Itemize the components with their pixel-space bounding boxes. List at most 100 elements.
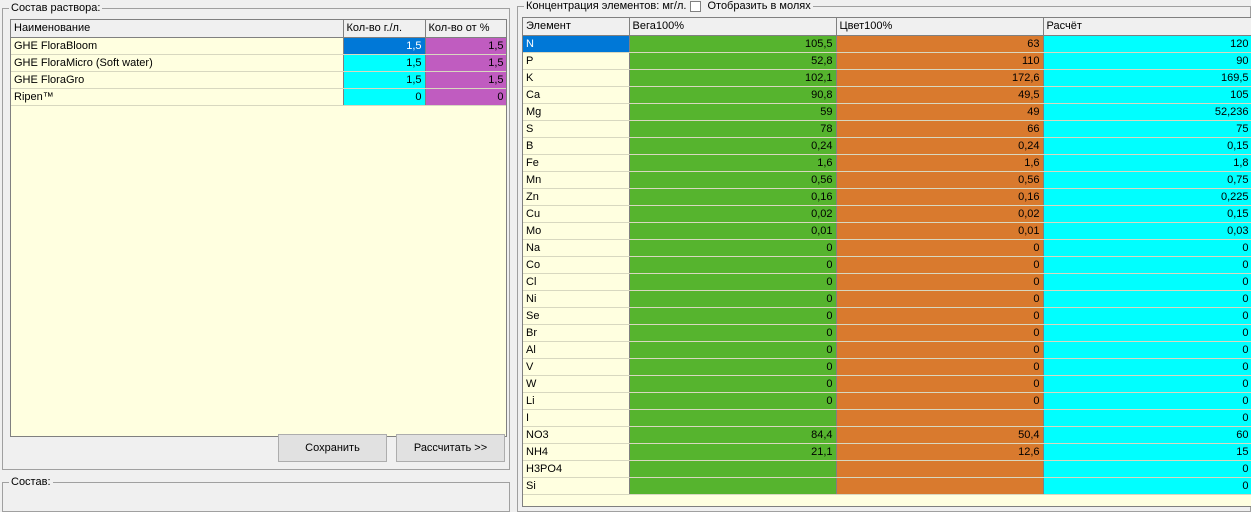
- element-cell[interactable]: NO3: [523, 426, 630, 444]
- element-cell[interactable]: Mo: [523, 222, 630, 240]
- table-row[interactable]: GHE FloraMicro (Soft water) 1,5 1,5: [11, 54, 506, 72]
- table-row[interactable]: B 0,24 0,24 0,15: [523, 137, 1251, 155]
- product-name-cell[interactable]: GHE FloraGro: [11, 71, 344, 89]
- calc-cell: 0: [1043, 358, 1251, 376]
- tsvet-cell: 49,5: [836, 86, 1044, 104]
- product-name-cell[interactable]: GHE FloraMicro (Soft water): [11, 54, 344, 72]
- table-row[interactable]: GHE FloraGro 1,5 1,5: [11, 71, 506, 89]
- tsvet-cell: [836, 477, 1044, 495]
- table-row[interactable]: P 52,8 110 90: [523, 52, 1251, 70]
- table-row[interactable]: Cu 0,02 0,02 0,15: [523, 205, 1251, 223]
- element-cell[interactable]: K: [523, 69, 630, 87]
- vega-cell: 0: [629, 256, 837, 274]
- pct-cell[interactable]: 1,5: [425, 37, 506, 55]
- table-row[interactable]: NH4 21,1 12,6 15: [523, 443, 1251, 461]
- element-cell[interactable]: Mg: [523, 103, 630, 121]
- element-cell[interactable]: Br: [523, 324, 630, 342]
- element-cell[interactable]: P: [523, 52, 630, 70]
- calc-cell: 0: [1043, 341, 1251, 359]
- calc-cell: 0,03: [1043, 222, 1251, 240]
- pct-cell[interactable]: 1,5: [425, 71, 506, 89]
- calc-cell: 0: [1043, 290, 1251, 308]
- element-cell[interactable]: Li: [523, 392, 630, 410]
- table-row[interactable]: Br 0 0 0: [523, 324, 1251, 342]
- element-cell[interactable]: Se: [523, 307, 630, 325]
- table-row[interactable]: Ca 90,8 49,5 105: [523, 86, 1251, 104]
- table-row[interactable]: N 105,5 63 120: [523, 35, 1251, 53]
- qty-cell[interactable]: 1,5: [343, 37, 426, 55]
- table-row[interactable]: Co 0 0 0: [523, 256, 1251, 274]
- calculate-button[interactable]: Рассчитать >>: [396, 434, 505, 462]
- element-cell[interactable]: Cu: [523, 205, 630, 223]
- tsvet-cell: 12,6: [836, 443, 1044, 461]
- qty-cell[interactable]: 1,5: [343, 54, 426, 72]
- element-cell[interactable]: B: [523, 137, 630, 155]
- element-cell[interactable]: I: [523, 409, 630, 427]
- element-cell[interactable]: Si: [523, 477, 630, 495]
- pct-cell[interactable]: 1,5: [425, 54, 506, 72]
- table-row[interactable]: GHE FloraBloom 1,5 1,5: [11, 37, 506, 55]
- moles-checkbox-label[interactable]: Отобразить в молях: [707, 0, 811, 12]
- table-row[interactable]: Na 0 0 0: [523, 239, 1251, 257]
- table-row[interactable]: Mg 59 49 52,236: [523, 103, 1251, 121]
- element-cell[interactable]: W: [523, 375, 630, 393]
- tsvet-cell: 0: [836, 256, 1044, 274]
- tsvet-cell: 0,24: [836, 137, 1044, 155]
- element-cell[interactable]: Co: [523, 256, 630, 274]
- column-header-vega[interactable]: Вега100%: [629, 18, 837, 36]
- element-cell[interactable]: V: [523, 358, 630, 376]
- table-row[interactable]: S 78 66 75: [523, 120, 1251, 138]
- moles-checkbox[interactable]: [690, 0, 702, 12]
- calc-cell: 0: [1043, 273, 1251, 291]
- qty-cell[interactable]: 1,5: [343, 71, 426, 89]
- table-row[interactable]: Mo 0,01 0,01 0,03: [523, 222, 1251, 240]
- table-row[interactable]: K 102,1 172,6 169,5: [523, 69, 1251, 87]
- element-cell[interactable]: NH4: [523, 443, 630, 461]
- table-row[interactable]: NO3 84,4 50,4 60: [523, 426, 1251, 444]
- qty-cell[interactable]: 0: [343, 88, 426, 106]
- table-row[interactable]: Si 0: [523, 477, 1251, 495]
- vega-cell: 0: [629, 392, 837, 410]
- tsvet-cell: 0: [836, 290, 1044, 308]
- element-cell[interactable]: Na: [523, 239, 630, 257]
- element-cell[interactable]: S: [523, 120, 630, 138]
- composition-group: Состав:: [2, 475, 510, 512]
- product-name-cell[interactable]: GHE FloraBloom: [11, 37, 344, 55]
- column-header-pct[interactable]: Кол-во от %: [425, 20, 506, 38]
- table-row[interactable]: Al 0 0 0: [523, 341, 1251, 359]
- column-header-name[interactable]: Наименование: [11, 20, 344, 38]
- element-cell[interactable]: Al: [523, 341, 630, 359]
- tsvet-cell: 0: [836, 358, 1044, 376]
- pct-cell[interactable]: 0: [425, 88, 506, 106]
- element-cell[interactable]: Mn: [523, 171, 630, 189]
- vega-cell: 0: [629, 358, 837, 376]
- vega-cell: 84,4: [629, 426, 837, 444]
- column-header-tsvet[interactable]: Цвет100%: [836, 18, 1044, 36]
- table-row[interactable]: Ripen™ 0 0: [11, 88, 506, 106]
- table-row[interactable]: Ni 0 0 0: [523, 290, 1251, 308]
- table-row[interactable]: Zn 0,16 0,16 0,225: [523, 188, 1251, 206]
- element-cell[interactable]: Zn: [523, 188, 630, 206]
- column-header-qty[interactable]: Кол-во г./л.: [343, 20, 426, 38]
- element-cell[interactable]: Fe: [523, 154, 630, 172]
- vega-cell: 0: [629, 307, 837, 325]
- column-header-element[interactable]: Элемент: [523, 18, 630, 36]
- table-row[interactable]: H3PO4 0: [523, 460, 1251, 478]
- table-row[interactable]: Cl 0 0 0: [523, 273, 1251, 291]
- table-row[interactable]: Li 0 0 0: [523, 392, 1251, 410]
- element-cell[interactable]: H3PO4: [523, 460, 630, 478]
- element-cell[interactable]: Cl: [523, 273, 630, 291]
- vega-cell: 105,5: [629, 35, 837, 53]
- product-name-cell[interactable]: Ripen™: [11, 88, 344, 106]
- table-row[interactable]: Se 0 0 0: [523, 307, 1251, 325]
- table-row[interactable]: Mn 0,56 0,56 0,75: [523, 171, 1251, 189]
- element-cell[interactable]: Ni: [523, 290, 630, 308]
- element-cell[interactable]: Ca: [523, 86, 630, 104]
- table-row[interactable]: Fe 1,6 1,6 1,8: [523, 154, 1251, 172]
- save-button[interactable]: Сохранить: [278, 434, 387, 462]
- element-cell[interactable]: N: [523, 35, 630, 53]
- column-header-calc[interactable]: Расчёт: [1043, 18, 1251, 36]
